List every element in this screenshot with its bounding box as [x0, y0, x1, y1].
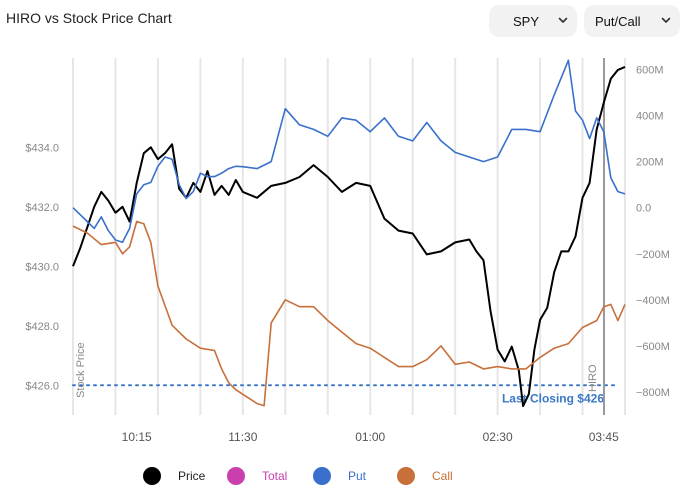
legend-swatch: [143, 467, 161, 485]
symbol-dropdown-value: SPY: [513, 13, 540, 29]
y-left-tick-label: $432.0: [25, 202, 59, 214]
y-left-tick-label: $426.0: [25, 380, 59, 392]
legend-swatch: [397, 467, 415, 485]
chevron-down-icon: [558, 17, 568, 23]
x-tick-label: 03:45: [589, 430, 619, 444]
legend-label: Put: [348, 469, 367, 483]
y-right-tick-label: −400M: [636, 295, 670, 307]
x-tick-label: 11:30: [228, 430, 257, 444]
mode-dropdown-value: Put/Call: [595, 13, 641, 29]
x-tick-label: 10:15: [122, 430, 152, 444]
hiro-line-chart[interactable]: 10:15 11:30 01:00 02:30 03:45 $434.0 $432.0 $43…: [0, 0, 691, 460]
legend-item-total[interactable]: Total: [227, 467, 287, 485]
y-right-tick-label: −200M: [636, 249, 670, 261]
legend-swatch: [313, 467, 331, 485]
legend-label: Total: [262, 469, 288, 483]
y-right-tick-label: 0.0: [636, 203, 651, 215]
y-left-tick-label: $434.0: [25, 142, 59, 154]
legend-item-price[interactable]: Price: [143, 467, 205, 485]
last-closing-label: Last Closing $426: [502, 391, 604, 405]
chart-legend: Price Total Put Call: [0, 467, 691, 489]
y-right-tick-label: −600M: [636, 341, 670, 353]
legend-item-call[interactable]: Call: [397, 467, 453, 485]
series-line-put: [72, 59, 626, 244]
x-tick-label: 01:00: [355, 430, 385, 444]
symbol-dropdown[interactable]: SPY: [489, 5, 577, 37]
y-right-tick-label: −800M: [636, 387, 670, 399]
y-left-tick-label: $428.0: [25, 321, 59, 333]
chart-title: HIRO vs Stock Price Chart: [6, 10, 172, 26]
mode-dropdown[interactable]: Put/Call: [584, 5, 680, 37]
chevron-down-icon: [661, 17, 671, 23]
y-left-axis-title: Stock Price: [75, 342, 87, 398]
y-right-tick-label: 400M: [636, 111, 664, 123]
x-tick-label: 02:30: [483, 430, 513, 444]
legend-item-put[interactable]: Put: [313, 467, 366, 485]
hiro-marker-label: HIRO: [587, 364, 599, 392]
series-line-price: [72, 65, 626, 408]
y-right-tick-label: 600M: [636, 65, 664, 77]
legend-label: Price: [178, 469, 206, 483]
legend-label: Call: [432, 469, 453, 483]
legend-swatch: [227, 467, 245, 485]
series-line-call: [72, 220, 626, 407]
y-left-tick-label: $430.0: [25, 261, 59, 273]
y-right-tick-label: 200M: [636, 157, 664, 169]
